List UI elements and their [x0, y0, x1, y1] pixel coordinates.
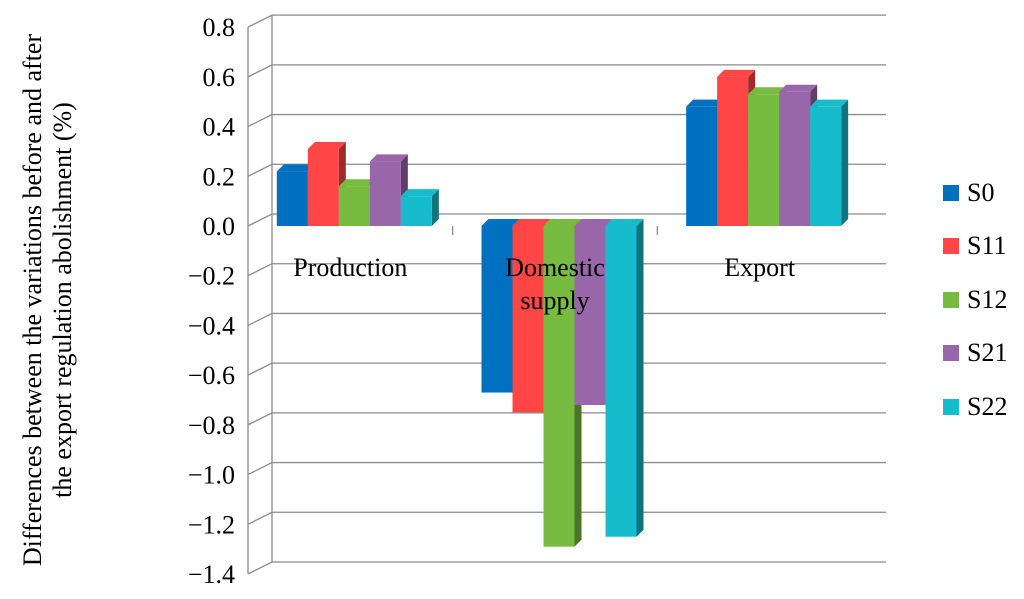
bar-top: [369, 154, 408, 162]
x-category-label: Domestic: [505, 253, 605, 282]
y-axis-title: Differences between the variations befor…: [18, 33, 77, 567]
bar-S11-1: [512, 226, 544, 413]
legend-item: S12: [943, 273, 1007, 327]
legend-item: S0: [943, 166, 1007, 220]
legend-swatch: [943, 291, 959, 308]
bar-S12-2: [748, 94, 780, 226]
legend-swatch: [943, 184, 959, 201]
bar-top: [717, 69, 756, 77]
bar-top: [574, 219, 613, 226]
legend-swatch: [943, 398, 959, 415]
legend-item: S21: [943, 327, 1007, 381]
y-tick-label: −0.8: [188, 411, 235, 440]
bar-top: [605, 219, 644, 226]
bar-S0-1: [481, 226, 513, 393]
y-tick-label: −0.2: [188, 262, 235, 291]
bar-S11-0: [307, 148, 339, 226]
bar-top: [686, 99, 725, 107]
bar-top: [543, 219, 582, 226]
y-tick-label: −1.2: [188, 510, 235, 539]
legend-label: S12: [967, 284, 1008, 314]
bar-S0-0: [276, 171, 308, 226]
bar-side: [636, 219, 644, 537]
x-category-label: supply: [520, 286, 589, 315]
y-tick-label: 0.2: [203, 162, 236, 191]
bar-S22-0: [400, 196, 432, 226]
legend-item: S11: [943, 220, 1007, 274]
legend-swatch: [943, 345, 959, 362]
gridline: [247, 64, 886, 78]
bar-S21-1: [574, 226, 606, 405]
y-tick-label: 0.4: [203, 113, 236, 142]
legend-label: S22: [967, 391, 1008, 421]
bar-top: [307, 141, 346, 149]
legend: S0 S11 S12 S21 S22: [943, 166, 1007, 434]
y-tick-label: 0.6: [203, 63, 236, 92]
bar-top: [748, 87, 787, 95]
y-tick-label: −1.0: [188, 461, 235, 490]
y-tick-label: −0.6: [188, 361, 235, 390]
x-category-label: Production: [293, 253, 407, 282]
bar-S21-2: [779, 91, 811, 227]
y-tick-label: 0.8: [203, 13, 236, 42]
bar-side: [431, 189, 439, 226]
bar-S22-1: [605, 226, 637, 537]
y-tick-label: 0.0: [203, 212, 236, 241]
bar-top: [338, 179, 377, 187]
y-tick-label: −1.4: [188, 560, 235, 589]
legend-item: S22: [943, 380, 1007, 434]
bar-S0-2: [686, 106, 718, 226]
gridline: [247, 561, 886, 575]
bar-S12-0: [338, 186, 370, 226]
bar-S12-1: [543, 226, 575, 547]
legend-label: S21: [967, 338, 1008, 368]
bar-top: [512, 219, 551, 226]
x-category-label: Export: [724, 253, 796, 282]
bar-top: [276, 164, 315, 172]
legend-swatch: [943, 238, 959, 255]
bar-top: [779, 84, 818, 92]
bar-side: [841, 99, 849, 226]
legend-label: S11: [967, 231, 1007, 261]
bar-top: [481, 219, 520, 226]
y-axis-title-wrap: Differences between the variations befor…: [0, 0, 96, 599]
y-tick-label: −0.4: [188, 311, 235, 340]
bar-S11-2: [717, 76, 749, 226]
bar-S22-2: [810, 106, 842, 226]
legend-label: S0: [967, 177, 995, 207]
gridline: [247, 14, 886, 28]
bar-top: [810, 99, 849, 107]
bar-top: [400, 189, 439, 197]
bar-S21-0: [369, 161, 401, 226]
